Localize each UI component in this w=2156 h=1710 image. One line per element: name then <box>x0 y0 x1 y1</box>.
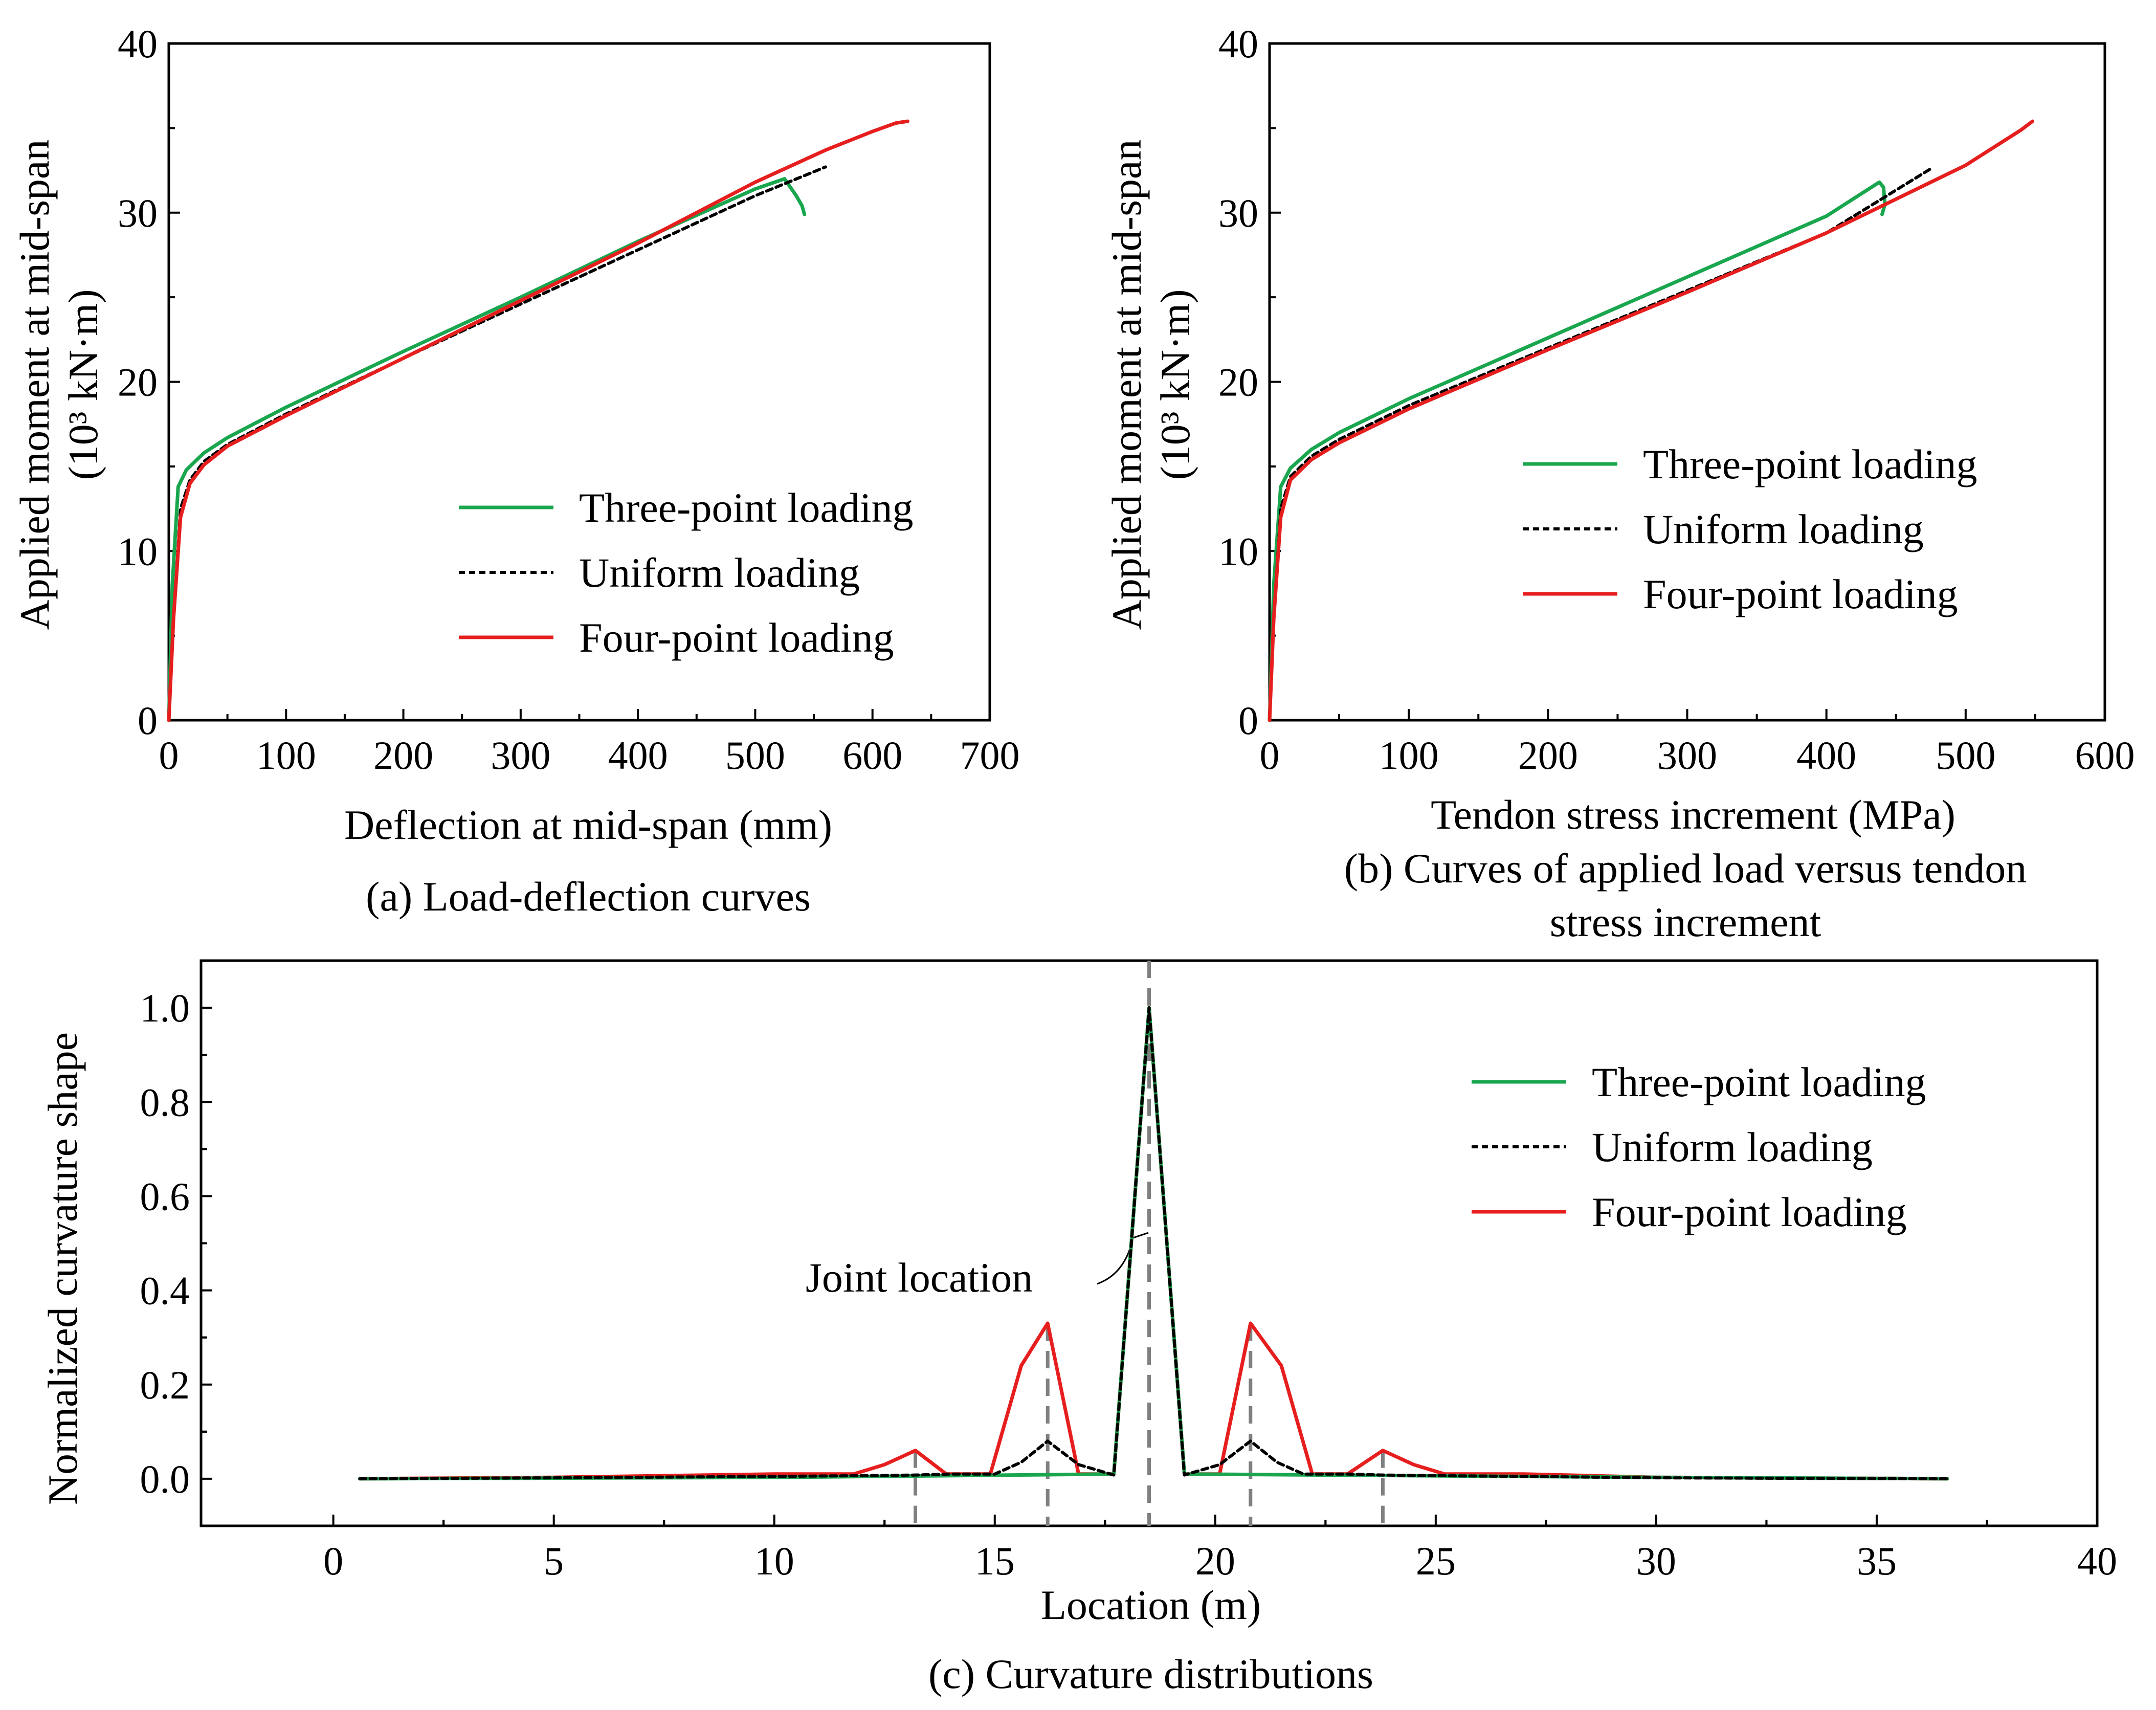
chart-b-xtick-label: 600 <box>2075 733 2135 778</box>
chart-b-xtick-label: 300 <box>1657 733 1717 778</box>
chart-a-ylabel-line2: (10³ kN·m) <box>60 289 106 480</box>
chart-curvature: Normalized curvature shape Location (m) … <box>39 959 2117 1697</box>
chart-a-xtick-label: 700 <box>960 733 1020 778</box>
chart-a-legend-label: Uniform loading <box>579 549 860 596</box>
chart-a-xtick-label: 400 <box>608 733 668 778</box>
chart-b-xlabel: Tendon stress increment (MPa) <box>1431 791 1955 838</box>
chart-a-xtick-label: 300 <box>491 733 550 778</box>
chart-c-legend-label: Three-point loading <box>1592 1059 1926 1105</box>
chart-b-series-three-point <box>1268 180 1887 722</box>
chart-a-ytick-label: 10 <box>118 529 158 573</box>
chart-b-legend-label: Uniform loading <box>1643 506 1924 552</box>
chart-load-deflection: Applied moment at mid-span (10³ kN·m) De… <box>11 21 1020 920</box>
chart-c-ytick-label: 0.8 <box>140 1080 190 1124</box>
chart-b-ytick-label: 30 <box>1218 191 1258 235</box>
chart-b-legend-label: Three-point loading <box>1643 441 1977 487</box>
chart-c-xlabel: Location (m) <box>1041 1582 1261 1628</box>
chart-a-caption: (a) Load-deflection curves <box>366 873 811 920</box>
chart-c-legend-label: Four-point loading <box>1592 1189 1907 1235</box>
chart-c-ytick-label: 0.2 <box>140 1363 190 1407</box>
chart-c-series-uniform <box>358 1006 1949 1480</box>
chart-a-xtick-label: 0 <box>159 733 179 778</box>
chart-c-xtick-label: 20 <box>1195 1539 1235 1583</box>
chart-c-xtick-label: 10 <box>754 1539 794 1583</box>
chart-b-ylabel-line2: (10³ kN·m) <box>1152 289 1198 480</box>
chart-b-xtick-label: 500 <box>1936 733 1995 778</box>
chart-c-ytick-label: 1.0 <box>140 986 190 1030</box>
chart-b-xtick-label: 0 <box>1260 733 1280 778</box>
chart-a-ytick-label: 30 <box>118 191 158 235</box>
chart-b-ytick-label: 20 <box>1218 360 1258 405</box>
chart-a-xtick-label: 600 <box>842 733 902 778</box>
chart-a-legend-label: Four-point loading <box>579 614 894 661</box>
chart-c-caption: (c) Curvature distributions <box>928 1651 1373 1697</box>
chart-c-xtick-label: 15 <box>975 1539 1015 1583</box>
chart-c-xtick-label: 5 <box>544 1539 564 1583</box>
chart-b-xtick-label: 100 <box>1379 733 1439 778</box>
chart-b-legend-label: Four-point loading <box>1643 571 1958 617</box>
chart-b-plot-frame <box>1268 42 2106 722</box>
chart-a-ylabel-line1: Applied moment at mid-span <box>11 140 58 630</box>
chart-c-xtick-label: 40 <box>2077 1539 2117 1583</box>
chart-b-ytick-label: 10 <box>1218 529 1258 573</box>
chart-b-ylabel-line1: Applied moment at mid-span <box>1103 140 1150 630</box>
chart-a-xtick-label: 100 <box>256 733 316 778</box>
chart-b-caption-line2: stress increment <box>1550 899 1821 945</box>
joint-location-leader <box>1097 1232 1149 1285</box>
chart-b-xtick-label: 200 <box>1518 733 1578 778</box>
chart-a-xtick-label: 500 <box>725 733 785 778</box>
chart-a-ytick-label: 40 <box>118 21 158 66</box>
chart-b-ytick-label: 40 <box>1218 21 1258 66</box>
chart-a-legend-label: Three-point loading <box>579 484 914 531</box>
chart-c-xtick-label: 25 <box>1416 1539 1456 1583</box>
chart-c-xtick-label: 30 <box>1636 1539 1676 1583</box>
chart-b-caption-line1: (b) Curves of applied load versus tendon <box>1344 845 2027 892</box>
chart-a-series-four-point <box>167 119 909 722</box>
chart-c-ytick-label: 0.4 <box>140 1269 190 1313</box>
joint-location-annotation: Joint location <box>806 1254 1033 1301</box>
chart-b-xtick-label: 400 <box>1796 733 1856 778</box>
chart-a-xtick-label: 200 <box>373 733 433 778</box>
chart-c-ylabel: Normalized curvature shape <box>39 1032 86 1505</box>
chart-c-xtick-label: 0 <box>323 1539 343 1583</box>
chart-b-series-four-point <box>1268 119 2034 722</box>
chart-c-xtick-label: 35 <box>1857 1539 1897 1583</box>
chart-c-legend-label: Uniform loading <box>1592 1124 1873 1170</box>
chart-b-ytick-label: 0 <box>1238 698 1258 743</box>
chart-a-xlabel: Deflection at mid-span (mm) <box>344 802 832 848</box>
chart-a-ytick-label: 20 <box>118 360 158 405</box>
chart-c-ytick-label: 0.6 <box>140 1174 190 1218</box>
chart-a-series-three-point <box>167 177 807 722</box>
chart-a-ytick-label: 0 <box>138 698 158 743</box>
chart-tendon-stress: Applied moment at mid-span (10³ kN·m) Te… <box>1103 21 2135 945</box>
chart-c-ytick-label: 0.0 <box>140 1457 190 1501</box>
